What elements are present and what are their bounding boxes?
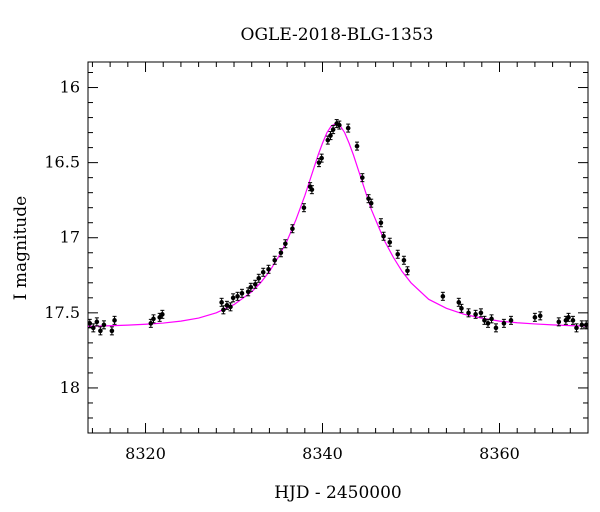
data-point <box>151 314 156 324</box>
data-point <box>316 158 322 168</box>
x-tick-label: 8320 <box>125 444 166 463</box>
data-point <box>466 308 471 318</box>
data-point <box>405 266 410 276</box>
data-point <box>301 203 307 213</box>
data-point <box>579 320 585 330</box>
model-curve <box>87 122 589 327</box>
data-point <box>101 320 107 330</box>
x-axis-label: HJD - 2450000 <box>274 483 402 503</box>
data-point <box>278 248 284 258</box>
data-point <box>482 315 487 325</box>
data-point <box>94 317 100 327</box>
data-point <box>354 141 360 151</box>
data-point <box>489 314 494 324</box>
model-curve-layer <box>87 122 589 327</box>
data-point <box>456 297 462 307</box>
data-point <box>148 318 154 328</box>
data-point <box>224 300 230 310</box>
data-point <box>368 198 374 208</box>
data-point <box>328 131 333 141</box>
data-point <box>319 153 324 163</box>
plot-area: 8320 8340 8360 16 16.5 17 17.5 18 <box>44 61 589 463</box>
data-points-layer <box>87 119 589 336</box>
data-point <box>91 323 96 333</box>
chart-title: OGLE-2018-BLG-1353 <box>241 25 434 45</box>
data-point <box>501 318 507 328</box>
data-point <box>360 173 365 183</box>
data-point <box>260 267 266 277</box>
y-tick-label: 18 <box>60 378 80 397</box>
data-point <box>330 125 336 135</box>
data-point <box>230 293 236 303</box>
data-point <box>160 309 165 319</box>
data-point <box>345 123 351 133</box>
data-point <box>478 308 484 318</box>
data-point <box>98 326 103 336</box>
y-tick-label: 17 <box>60 228 80 247</box>
data-point <box>309 185 315 195</box>
data-point <box>473 309 478 319</box>
x-tick-label: 8360 <box>479 444 520 463</box>
data-point <box>256 273 262 283</box>
data-point <box>248 282 254 292</box>
data-point <box>266 264 271 274</box>
data-point <box>112 315 117 325</box>
data-point <box>272 255 278 265</box>
data-point <box>459 303 464 313</box>
tick-labels: 8320 8340 8360 16 16.5 17 17.5 18 <box>44 78 519 463</box>
data-point <box>235 291 240 301</box>
data-point <box>493 323 499 333</box>
y-axis-label: I magnitude <box>11 196 31 300</box>
data-point <box>219 297 224 307</box>
data-point <box>337 120 342 130</box>
data-point <box>532 312 538 322</box>
data-point <box>556 317 562 327</box>
axis-ticks <box>88 62 589 434</box>
data-point <box>395 249 401 259</box>
data-point <box>574 323 579 333</box>
data-point <box>228 302 233 312</box>
data-point <box>378 218 384 228</box>
data-point <box>381 231 386 241</box>
data-point <box>440 291 446 301</box>
y-tick-label: 16.5 <box>44 153 80 172</box>
data-point <box>109 326 115 336</box>
data-point <box>283 239 288 249</box>
data-point <box>239 288 245 298</box>
data-point <box>221 305 226 315</box>
data-point <box>401 255 407 265</box>
data-point <box>537 311 543 321</box>
x-tick-label: 8340 <box>302 444 343 463</box>
data-point <box>566 312 571 322</box>
data-point <box>290 224 295 234</box>
plot-frame <box>87 61 589 434</box>
data-point <box>583 320 589 330</box>
data-point <box>366 194 371 204</box>
y-tick-label: 17.5 <box>44 303 80 322</box>
data-point <box>252 279 258 289</box>
y-tick-label: 16 <box>60 78 80 97</box>
data-point <box>570 315 576 325</box>
data-point <box>387 237 393 247</box>
data-point <box>508 315 514 325</box>
